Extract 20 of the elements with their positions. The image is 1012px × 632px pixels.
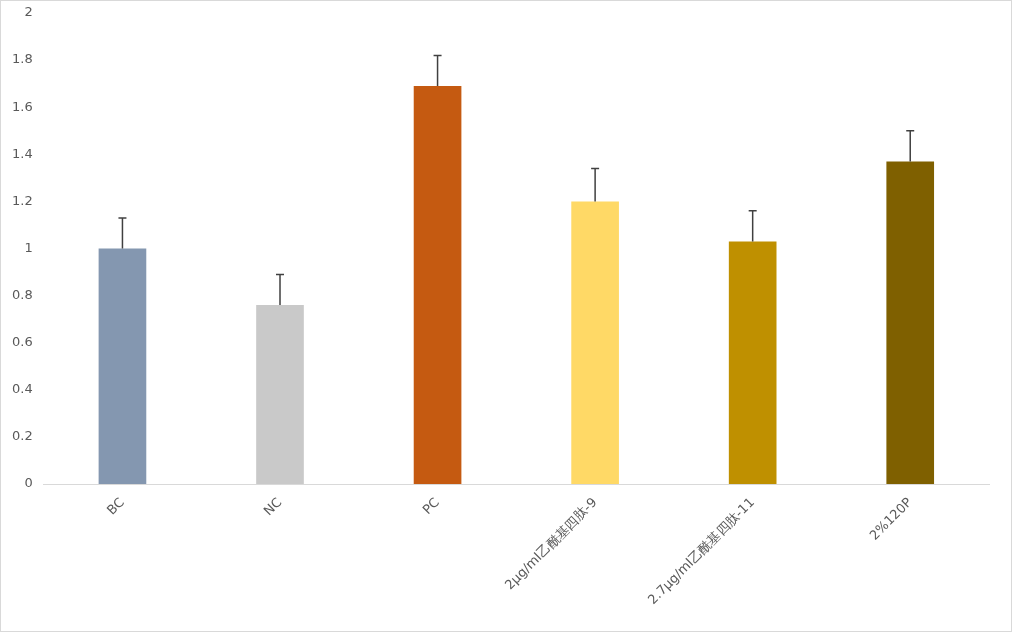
bar <box>571 201 619 485</box>
y-tick-label: 1.6 <box>11 98 33 114</box>
bar <box>728 241 777 485</box>
bar <box>413 86 462 485</box>
bar <box>886 161 935 485</box>
y-tick-label: 1.2 <box>11 192 33 208</box>
x-tick-label: NC <box>260 494 285 519</box>
bar <box>98 248 147 485</box>
y-tick-label: 1.8 <box>11 51 33 67</box>
y-tick-label: 0 <box>24 475 33 491</box>
y-tick-label: 0.2 <box>11 428 33 444</box>
x-tick-label: BC <box>103 494 127 518</box>
y-tick-label: 0.6 <box>11 334 33 350</box>
bar <box>256 305 304 485</box>
y-tick-label: 1.4 <box>11 145 33 161</box>
y-tick-label: 0.4 <box>11 381 33 397</box>
y-tick-label: 2 <box>24 4 33 20</box>
x-tick-label: PC <box>419 494 443 518</box>
y-tick-label: 1 <box>24 239 33 255</box>
y-tick-label: 0.8 <box>11 287 33 303</box>
